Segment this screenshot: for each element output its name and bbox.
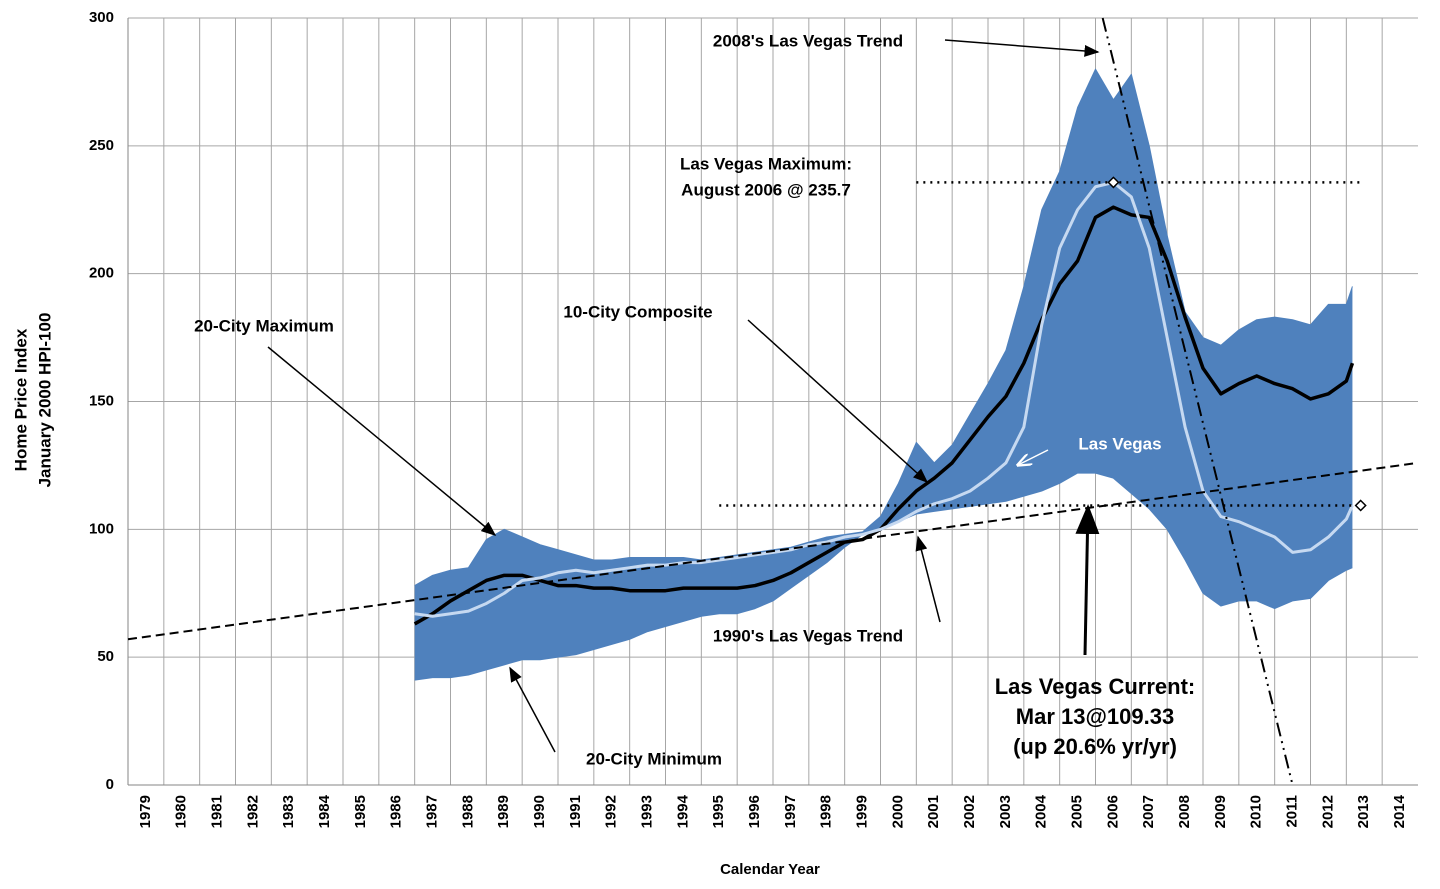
x-tick-label: 2009	[1212, 795, 1229, 828]
x-tick-label: 1987	[424, 795, 441, 828]
y-tick-label: 50	[97, 648, 114, 665]
annotation: 10-City Composite	[563, 302, 712, 321]
y-tick-label: 250	[89, 137, 114, 154]
annotation: 20-City Minimum	[586, 749, 722, 768]
annotation-arrow	[1018, 449, 1049, 465]
x-axis-title: Calendar Year	[720, 861, 820, 878]
x-tick-label: 1983	[280, 795, 297, 828]
x-tick-label: 2012	[1319, 795, 1336, 828]
x-tick-label: 1981	[209, 795, 226, 828]
annotation-arrow	[915, 535, 941, 623]
x-tick-label: 1992	[603, 795, 620, 828]
annotation: (up 20.6% yr/yr)	[1013, 734, 1177, 759]
x-tick-label: 1991	[567, 795, 584, 828]
x-tick-label: 1986	[388, 795, 405, 828]
x-tick-label: 2011	[1284, 795, 1301, 828]
annotation: Mar 13@109.33	[1016, 704, 1174, 729]
x-tick-label: 1996	[746, 795, 763, 828]
x-tick-label: 2010	[1248, 795, 1265, 828]
series-line	[414, 68, 1353, 587]
annotation-arrow	[1075, 504, 1100, 656]
x-tick-label: 1979	[137, 795, 154, 828]
x-tick-label: 2003	[997, 795, 1014, 828]
x-tick-label: 1990	[531, 795, 548, 828]
x-tick-label: 1988	[459, 795, 476, 828]
x-tick-label: 2002	[961, 795, 978, 828]
annotation: 2008's Las Vegas Trend	[713, 31, 903, 50]
x-tick-label: 2006	[1104, 795, 1121, 828]
annotation-arrow	[944, 39, 1100, 57]
annotation: Las Vegas	[1078, 434, 1161, 453]
x-tick-label: 2008	[1176, 795, 1193, 828]
y-axis-title: January 2000 HPI-100	[35, 313, 54, 488]
x-tick-label: 2013	[1355, 795, 1372, 828]
annotation-arrow	[747, 319, 929, 484]
x-tick-label: 1997	[782, 795, 799, 828]
x-tick-label: 1998	[818, 795, 835, 828]
annotation-arrow	[509, 666, 556, 753]
annotation-arrow	[267, 346, 497, 536]
x-tick-label: 1994	[674, 794, 691, 828]
annotation: 20-City Maximum	[194, 316, 334, 335]
x-tick-label: 1984	[316, 794, 333, 828]
y-tick-label: 300	[89, 9, 114, 26]
x-tick-label: 2000	[889, 795, 906, 828]
series-line	[127, 461, 1419, 641]
x-tick-label: 1995	[710, 795, 727, 828]
x-tick-label: 2005	[1069, 795, 1086, 828]
series-line	[414, 180, 1354, 618]
y-tick-label: 200	[89, 265, 114, 282]
x-tick-label: 2001	[925, 795, 942, 828]
annotation: Las Vegas Maximum:	[680, 154, 852, 173]
annotation: August 2006 @ 235.7	[681, 180, 851, 199]
x-tick-label: 2004	[1033, 794, 1050, 828]
y-axis-title: Home Price Index	[11, 328, 30, 471]
x-tick-label: 1989	[495, 795, 512, 828]
x-tick-label: 1993	[639, 795, 656, 828]
series-line	[413, 205, 1355, 626]
band-fill	[414, 69, 1353, 681]
y-tick-label: 100	[89, 520, 114, 537]
x-tick-label: 1985	[352, 795, 369, 828]
x-tick-label: 1982	[244, 795, 261, 828]
x-tick-label: 1980	[173, 795, 190, 828]
x-tick-label: 2014	[1391, 794, 1408, 828]
annotation: 1990's Las Vegas Trend	[713, 626, 903, 645]
y-tick-label: 150	[89, 392, 114, 409]
marker	[1354, 499, 1367, 512]
x-tick-label: 1999	[854, 795, 871, 828]
marker	[1107, 176, 1120, 189]
x-tick-label: 2007	[1140, 795, 1157, 828]
annotation: Las Vegas Current:	[995, 674, 1196, 699]
y-tick-label: 0	[106, 776, 114, 793]
